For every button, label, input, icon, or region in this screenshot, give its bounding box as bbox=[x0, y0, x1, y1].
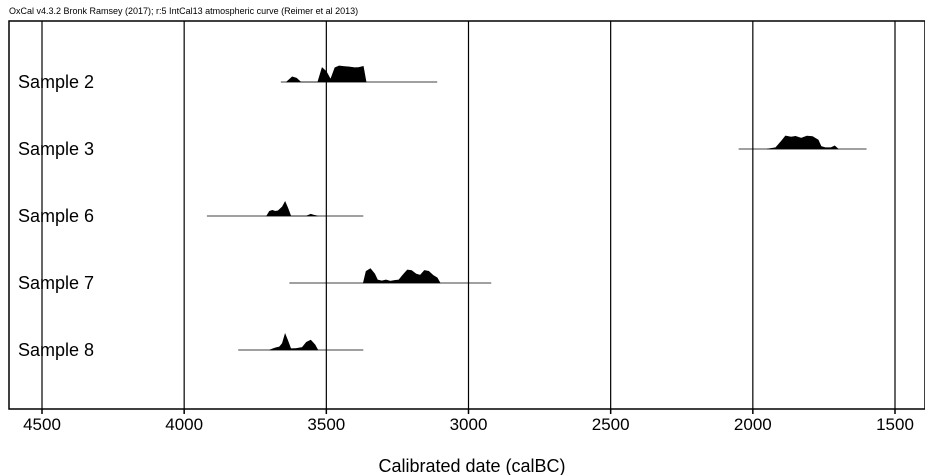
plot-frame bbox=[8, 20, 925, 410]
grid-lines bbox=[41, 21, 896, 409]
x-axis-label: Calibrated date (calBC) bbox=[378, 456, 565, 475]
sample-label: Sample 2 bbox=[18, 72, 94, 92]
x-tick-label: 3000 bbox=[450, 415, 488, 434]
distributions bbox=[206, 65, 867, 351]
x-tick-label: 3500 bbox=[307, 415, 345, 434]
probability-distribution bbox=[266, 201, 318, 217]
chart-header: OxCal v4.3.2 Bronk Ramsey (2017); r:5 In… bbox=[9, 6, 358, 16]
probability-distribution bbox=[362, 268, 441, 284]
sample-label: Sample 6 bbox=[18, 206, 94, 226]
sample-labels: Sample 2 Sample 3 Sample 6 Sample 7 Sample 8 bbox=[18, 72, 94, 360]
x-tick-label: 2000 bbox=[734, 415, 772, 434]
x-tick-label: 1500 bbox=[876, 415, 914, 434]
sample-label: Sample 8 bbox=[18, 340, 94, 360]
probability-distribution bbox=[285, 65, 367, 83]
probability-distribution bbox=[269, 332, 319, 351]
sample-label: Sample 7 bbox=[18, 273, 94, 293]
x-tick-label: 4500 bbox=[23, 415, 61, 434]
sample-label: Sample 3 bbox=[18, 139, 94, 159]
probability-distribution bbox=[766, 135, 839, 150]
x-tick-label: 4000 bbox=[165, 415, 203, 434]
x-tick-label: 2500 bbox=[592, 415, 630, 434]
x-axis-ticks: 4500 4000 3500 3000 2500 2000 1500 bbox=[23, 409, 914, 434]
